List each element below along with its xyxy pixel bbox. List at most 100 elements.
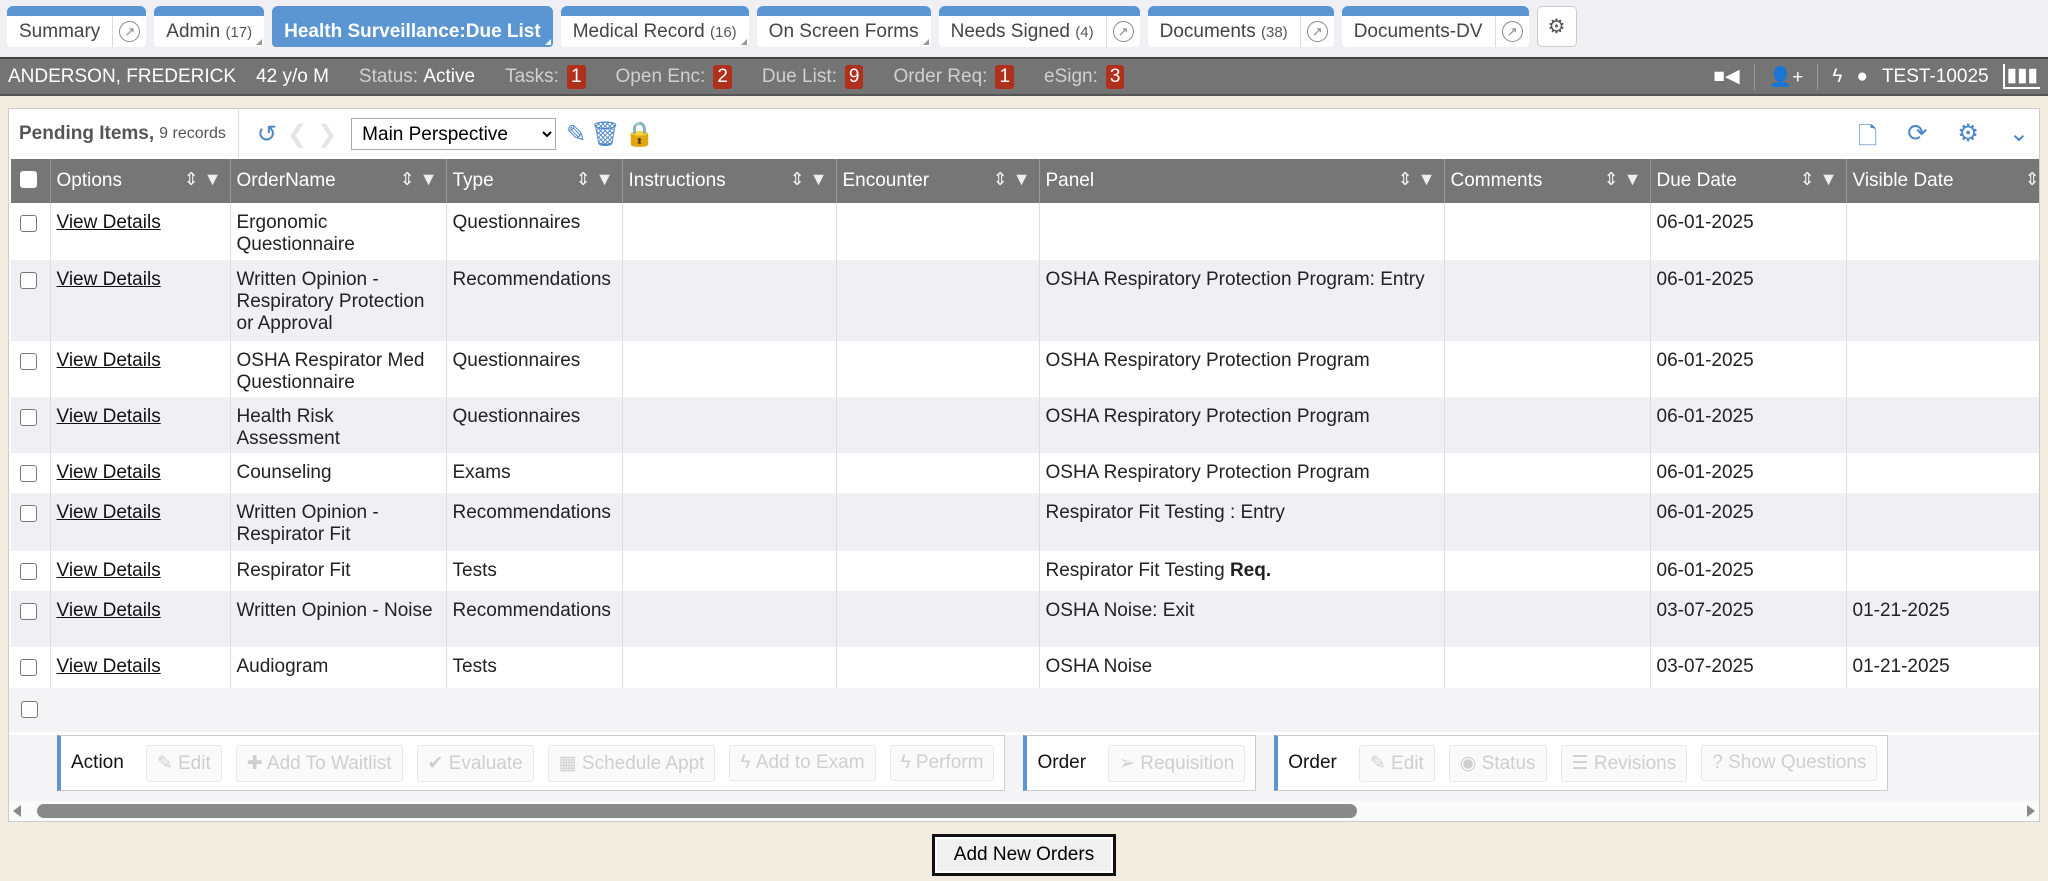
tab-menu-corner[interactable] <box>256 39 263 45</box>
tab-summary[interactable]: Summary ↗ <box>7 6 147 47</box>
view-details-link[interactable]: View Details <box>56 269 161 290</box>
tab-menu-corner[interactable] <box>544 39 551 45</box>
trash-icon[interactable]: 🗑 <box>590 120 621 148</box>
action-button-schedule-appt[interactable]: ▦ Schedule Appt <box>547 744 716 782</box>
pencil-icon[interactable]: ✎ <box>566 120 587 148</box>
column-header-visible-date[interactable]: Visible Date ⇕ ▼ <box>1846 159 2040 203</box>
tab-settings-button[interactable]: ⚙ <box>1536 6 1577 47</box>
action-button-requisition[interactable]: ➢ Requisition <box>1108 744 1246 782</box>
row-checkbox[interactable] <box>20 603 37 620</box>
action-button-perform[interactable]: ϟ Perform <box>889 745 995 781</box>
row-checkbox[interactable] <box>20 465 37 482</box>
filter-icon[interactable]: ▼ <box>1012 169 1031 189</box>
encounter-cell <box>836 397 1040 453</box>
back-icon[interactable]: ❮ <box>286 120 308 148</box>
filter-icon[interactable]: ▼ <box>1623 169 1642 189</box>
tab-medical-record[interactable]: Medical Record (16) <box>560 6 749 47</box>
sort-icon[interactable]: ⇕ <box>1603 169 1624 189</box>
refresh-icon[interactable]: ⟳ <box>1907 120 1928 147</box>
column-header-type[interactable]: Type ⇕ ▼ <box>446 159 623 203</box>
row-checkbox[interactable] <box>20 505 37 522</box>
tab-admin[interactable]: Admin (17) <box>154 6 265 47</box>
column-header-due-date[interactable]: Due Date ⇕ ▼ <box>1650 159 1847 203</box>
undo-icon[interactable]: ↺ <box>256 120 277 148</box>
column-header-instructions[interactable]: Instructions ⇕ ▼ <box>622 159 837 203</box>
row-checkbox[interactable] <box>21 701 38 718</box>
document-icon[interactable]: 🗋 <box>1857 123 1878 150</box>
settings-icon[interactable]: ⚙ <box>1957 120 1979 147</box>
action-button-evaluate[interactable]: ✔ Evaluate <box>416 744 534 782</box>
tasks-badge[interactable]: 1 <box>566 64 586 89</box>
view-details-link[interactable]: View Details <box>56 350 161 371</box>
tab-health-surveillance-due-list[interactable]: Health Surveillance:Due List <box>272 6 553 47</box>
open-external-button[interactable]: ↗ <box>112 16 146 47</box>
action-button-show-questions[interactable]: ? Show Questions <box>1701 745 1878 781</box>
sort-icon[interactable]: ⇕ <box>575 169 596 189</box>
action-button-edit[interactable]: ✎ Edit <box>145 744 222 782</box>
sort-icon[interactable]: ⇕ <box>1799 169 1820 189</box>
add-new-orders-button[interactable]: Add New Orders <box>932 834 1116 876</box>
column-header-panel[interactable]: Panel ⇕ ▼ <box>1039 159 1445 203</box>
lightning-icon[interactable]: ϟ <box>1832 65 1843 87</box>
view-details-link[interactable]: View Details <box>56 406 161 427</box>
view-details-link[interactable]: View Details <box>56 502 161 523</box>
view-details-link[interactable]: View Details <box>56 600 161 621</box>
view-details-link[interactable]: View Details <box>56 212 161 233</box>
view-details-link[interactable]: View Details <box>56 462 161 483</box>
action-button-add-to-waitlist[interactable]: ✚ Add To Waitlist <box>235 744 403 782</box>
column-header-comments[interactable]: Comments ⇕ ▼ <box>1444 159 1651 203</box>
tab-menu-corner[interactable] <box>922 39 929 45</box>
row-checkbox[interactable] <box>20 409 37 426</box>
filter-icon[interactable]: ▼ <box>419 169 438 189</box>
tab-documents-dv[interactable]: Documents-DV ↗ <box>1341 6 1529 47</box>
row-checkbox[interactable] <box>20 659 37 676</box>
chart-icon[interactable]: ▮▮▮ <box>2002 64 2040 89</box>
perspective-select[interactable]: Main Perspective <box>351 118 557 150</box>
tab-needs-signed[interactable]: Needs Signed (4) ↗ <box>938 6 1140 47</box>
scroll-left-arrow[interactable] <box>13 805 21 817</box>
sort-icon[interactable]: ⇕ <box>1397 169 1418 189</box>
forward-icon[interactable]: ❯ <box>317 120 338 148</box>
row-checkbox[interactable] <box>20 353 37 370</box>
action-button-status[interactable]: ◉ Status <box>1448 744 1547 782</box>
column-header-encounter[interactable]: Encounter ⇕ ▼ <box>836 159 1040 203</box>
sort-icon[interactable]: ⇕ <box>992 169 1013 189</box>
row-checkbox[interactable] <box>20 563 37 580</box>
filter-icon[interactable]: ▼ <box>203 169 222 189</box>
row-checkbox[interactable] <box>20 215 37 232</box>
order-req-badge[interactable]: 1 <box>995 64 1015 89</box>
column-header-ordername[interactable]: OrderName ⇕ ▼ <box>230 159 447 203</box>
horizontal-scrollbar[interactable] <box>9 801 2039 821</box>
filter-icon[interactable]: ▼ <box>1417 169 1436 189</box>
lock-icon[interactable]: 🔒 <box>624 120 655 148</box>
video-icon[interactable]: ■◀ <box>1713 66 1740 87</box>
tab-menu-corner[interactable] <box>740 39 747 45</box>
scroll-right-arrow[interactable] <box>2027 805 2035 817</box>
open-external-button[interactable]: ↗ <box>1494 16 1529 47</box>
filter-icon[interactable]: ▼ <box>595 169 614 189</box>
filter-icon[interactable]: ▼ <box>1819 169 1838 189</box>
action-button-add-to-exam[interactable]: ϟ Add to Exam <box>729 745 876 781</box>
filter-icon[interactable]: ▼ <box>809 169 828 189</box>
due-list-badge[interactable]: 9 <box>844 64 864 89</box>
tab-on-screen-forms[interactable]: On Screen Forms <box>756 6 931 47</box>
sort-icon[interactable]: ⇕ <box>183 169 204 189</box>
add-user-icon[interactable]: 👤+ <box>1768 66 1804 88</box>
view-details-link[interactable]: View Details <box>56 656 161 677</box>
column-header-options[interactable]: Options ⇕ ▼ <box>50 159 231 203</box>
row-checkbox[interactable] <box>20 272 37 289</box>
select-all-checkbox[interactable] <box>20 171 37 188</box>
open-external-button[interactable]: ↗ <box>1299 16 1334 47</box>
scroll-thumb[interactable] <box>37 804 1357 818</box>
sort-icon[interactable]: ⇕ <box>789 169 810 189</box>
action-button-revisions[interactable]: ☰ Revisions <box>1560 744 1688 782</box>
esign-badge[interactable]: 3 <box>1105 64 1125 89</box>
open-external-button[interactable]: ↗ <box>1105 16 1140 47</box>
chevron-down-icon[interactable]: ⌄ <box>2008 120 2029 147</box>
action-button-edit[interactable]: ✎ Edit <box>1358 744 1435 782</box>
open-enc-badge[interactable]: 2 <box>713 64 732 89</box>
tab-documents[interactable]: Documents (38) ↗ <box>1147 6 1334 47</box>
sort-icon[interactable]: ⇕ <box>2024 169 2040 189</box>
sort-icon[interactable]: ⇕ <box>399 169 420 189</box>
view-details-link[interactable]: View Details <box>56 560 161 581</box>
